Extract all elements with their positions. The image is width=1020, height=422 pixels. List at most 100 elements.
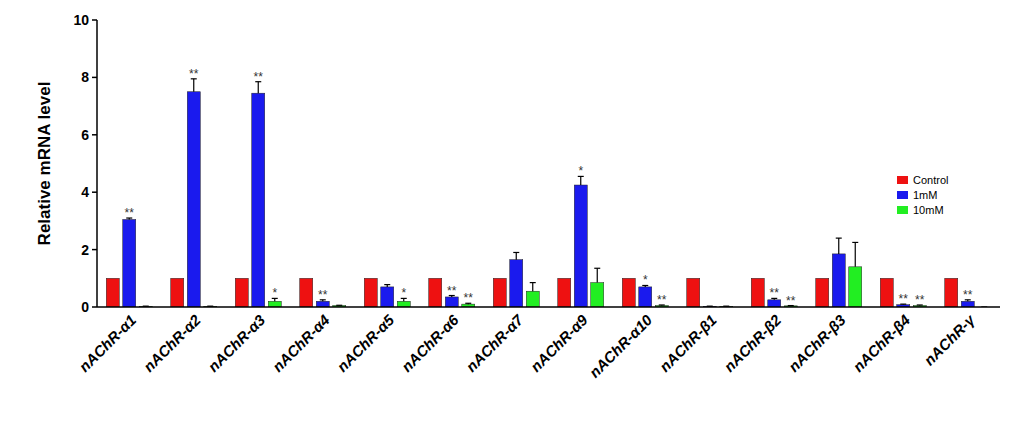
error-line [516, 252, 517, 259]
error-bar [852, 242, 858, 266]
significance: ** [189, 67, 199, 81]
x-tick-label: nAChR-α1 [75, 311, 139, 375]
significance: * [643, 273, 648, 287]
significance: ** [464, 291, 474, 305]
significance: * [578, 164, 583, 178]
x-tick-label: nAChR-α4 [269, 311, 333, 375]
legend: Control 1mM 10mM [897, 174, 948, 216]
bar [574, 185, 587, 307]
significance: ** [447, 284, 457, 298]
bar [816, 278, 829, 307]
bar [268, 301, 281, 307]
significance: ** [963, 288, 973, 302]
bar [300, 278, 313, 307]
y-tick [92, 19, 97, 21]
chart: ****************************0246810Relat… [0, 0, 1020, 422]
bar [961, 301, 974, 307]
error-bar [836, 238, 842, 254]
y-tick-label: 6 [81, 127, 89, 143]
significance: ** [770, 286, 780, 300]
error-cap [336, 305, 342, 306]
y-tick-label: 2 [81, 242, 89, 258]
significance: ** [318, 288, 328, 302]
x-tick-label: nAChR-β1 [656, 311, 720, 375]
bar [622, 278, 635, 307]
bar [381, 287, 394, 307]
bar [106, 278, 119, 307]
x-tick-label: nAChR-β2 [720, 311, 784, 375]
y-tick [92, 306, 97, 308]
bars [106, 79, 987, 307]
significance: ** [786, 294, 796, 308]
significance: ** [899, 292, 909, 306]
x-tick-label: nAChR-α5 [333, 311, 397, 375]
error-cap [594, 268, 600, 269]
bar [591, 283, 604, 307]
y-tick-label: 4 [81, 184, 89, 200]
significance: ** [915, 293, 925, 307]
x-tick-label: nAChR-α10 [586, 311, 656, 381]
bar [364, 278, 377, 307]
significance: ** [254, 70, 264, 84]
significance: ** [125, 206, 135, 220]
bar [123, 219, 136, 307]
bar [316, 301, 329, 307]
y-tick-label: 0 [81, 299, 89, 315]
error-cap [836, 238, 842, 239]
error-bar [594, 268, 600, 282]
bar [687, 278, 700, 307]
x-tick-label: nAChR-α7 [462, 311, 526, 375]
error-bar [384, 285, 390, 287]
bar [171, 278, 184, 307]
bar [849, 267, 862, 307]
error-cap [384, 284, 390, 285]
significance: ** [657, 293, 667, 307]
error-line [838, 238, 839, 254]
error-bar [530, 283, 536, 292]
legend-swatch [897, 176, 908, 184]
bar [397, 301, 410, 307]
significance: * [272, 286, 277, 300]
error-cap [513, 252, 519, 253]
bar [493, 278, 506, 307]
legend-swatch [897, 206, 908, 214]
y-tick [92, 134, 97, 136]
error-line [532, 283, 533, 292]
bar [429, 278, 442, 307]
y-tick [92, 191, 97, 193]
error-cap [530, 282, 536, 283]
bar [751, 278, 764, 307]
x-tick-label: nAChR-β3 [785, 311, 849, 375]
bar [880, 278, 893, 307]
bar [235, 278, 248, 307]
bar [639, 287, 652, 307]
y-tick-label: 8 [81, 69, 89, 85]
bar [558, 278, 571, 307]
x-axis [97, 306, 1000, 308]
bar [945, 278, 958, 307]
legend-label: 1mM [913, 189, 937, 201]
y-tick [92, 77, 97, 79]
legend-label: Control [913, 174, 948, 186]
y-label: Relative mRNA level [35, 82, 54, 246]
error-bar [336, 305, 342, 306]
bar [445, 297, 458, 307]
y-tick-label: 10 [73, 12, 89, 28]
legend-label: 10mM [913, 204, 944, 216]
bar [187, 92, 200, 307]
error-bar [513, 252, 519, 259]
x-tick-label: nAChR-α6 [398, 311, 462, 375]
legend-swatch [897, 191, 908, 199]
y-axis [96, 20, 98, 307]
bar [832, 254, 845, 307]
y-tick [92, 249, 97, 251]
error-line [597, 268, 598, 282]
significance: * [401, 286, 406, 300]
x-tick-label: nAChR-γ [920, 310, 979, 369]
bar [526, 291, 539, 307]
x-tick-label: nAChR-α2 [140, 311, 204, 375]
bar [768, 300, 781, 307]
bar [510, 260, 523, 307]
error-cap [852, 242, 858, 243]
x-tick-label: nAChR-α3 [204, 311, 268, 375]
